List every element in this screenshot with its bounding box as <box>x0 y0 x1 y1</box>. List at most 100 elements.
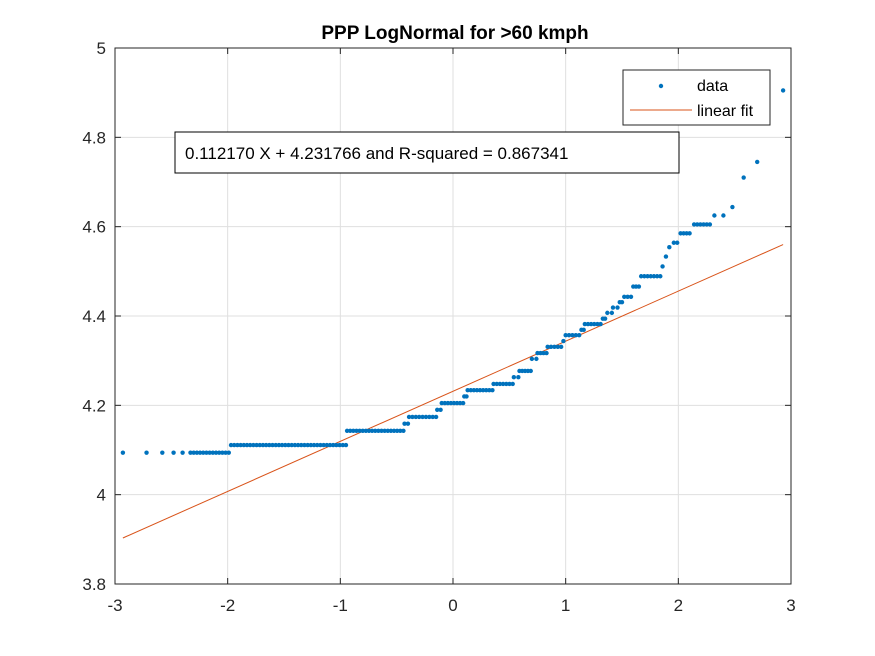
data-point <box>704 222 709 227</box>
data-point <box>660 264 665 269</box>
data-point <box>500 381 506 387</box>
data-point <box>201 450 206 455</box>
grid-lines <box>115 48 791 584</box>
x-tick-label: 1 <box>561 596 570 615</box>
data-point <box>315 442 320 448</box>
data-point <box>286 442 291 448</box>
data-point <box>465 387 470 393</box>
data-point <box>490 387 495 393</box>
data-point <box>497 381 503 387</box>
data-point <box>308 442 314 448</box>
data-point <box>423 414 429 420</box>
data-point <box>552 344 557 350</box>
data-point <box>457 400 463 406</box>
data-point <box>510 381 515 387</box>
data-point <box>622 294 627 299</box>
data-point <box>561 338 566 344</box>
data-point <box>406 414 412 420</box>
data-point <box>528 368 533 374</box>
data-point <box>780 88 786 93</box>
data-point <box>464 394 469 399</box>
data-point <box>171 450 176 455</box>
y-tick-label: 5 <box>97 39 106 58</box>
data-point <box>144 450 149 455</box>
data-point <box>645 274 650 279</box>
data-point <box>273 442 278 448</box>
data-point <box>382 428 387 433</box>
data-point <box>605 310 610 316</box>
data-point <box>283 442 288 448</box>
data-point <box>445 400 451 406</box>
axis-tick-labels: -3 -2 -1 0 1 2 3 3.8 4 4.2 4.4 4.6 4.8 5 <box>82 39 795 615</box>
data-point <box>302 442 307 448</box>
data-point <box>248 442 253 448</box>
data-point <box>160 450 165 455</box>
data-point <box>592 321 597 327</box>
data-point <box>544 350 549 356</box>
data-point <box>582 321 588 327</box>
data-point <box>595 321 600 327</box>
data-point <box>394 428 400 433</box>
legend-data-label: data <box>697 78 728 95</box>
data-point <box>615 305 620 310</box>
data-point <box>402 421 407 426</box>
data-point <box>691 222 697 227</box>
data-point <box>619 299 625 305</box>
legend-data-marker <box>658 83 664 89</box>
data-point <box>484 387 489 393</box>
data-point <box>373 428 378 433</box>
data-point <box>369 428 375 433</box>
data-point <box>609 310 615 316</box>
data-point <box>460 400 466 406</box>
data-point <box>251 442 256 448</box>
data-point <box>480 387 486 393</box>
data-point <box>220 450 225 455</box>
data-point <box>755 159 760 165</box>
data-point <box>238 442 243 448</box>
data-point <box>311 442 317 448</box>
data-point <box>354 428 359 433</box>
data-point <box>707 222 713 227</box>
data-point <box>585 321 591 327</box>
data-point <box>385 428 390 433</box>
data-point <box>263 442 269 448</box>
data-point <box>687 231 692 236</box>
data-point <box>279 442 285 448</box>
data-point <box>405 421 411 426</box>
data-point <box>120 450 126 455</box>
data-point <box>217 450 222 455</box>
data-point <box>529 356 535 362</box>
data-point <box>494 381 499 387</box>
data-point <box>576 333 582 338</box>
data-point <box>477 387 483 393</box>
data-point <box>570 333 575 338</box>
axis-ticks <box>114 47 792 585</box>
equation-annotation: 0.112170 X + 4.231766 and R-squared = 0.… <box>174 131 680 174</box>
data-point <box>348 428 353 433</box>
data-point <box>573 333 579 338</box>
legend: data linear fit <box>622 69 771 126</box>
data-point <box>701 222 706 227</box>
data-point <box>474 387 480 393</box>
data-point <box>398 428 403 433</box>
y-tick-label: 4.8 <box>82 128 106 147</box>
data-points-layer <box>120 88 786 455</box>
data-point <box>191 450 196 455</box>
data-point <box>442 400 447 406</box>
data-point <box>448 400 454 406</box>
data-point <box>420 414 425 420</box>
data-point <box>289 442 294 448</box>
data-point <box>602 316 608 321</box>
data-point <box>491 381 496 387</box>
y-tick-label: 4.4 <box>82 307 106 326</box>
data-point <box>667 245 672 250</box>
data-point <box>598 321 603 327</box>
data-point <box>654 274 660 279</box>
x-tick-label: 2 <box>674 596 683 615</box>
data-point <box>376 428 381 433</box>
data-point <box>454 400 460 406</box>
data-point <box>625 294 630 299</box>
data-point <box>430 414 435 420</box>
data-point <box>340 442 345 448</box>
data-point <box>299 442 304 448</box>
